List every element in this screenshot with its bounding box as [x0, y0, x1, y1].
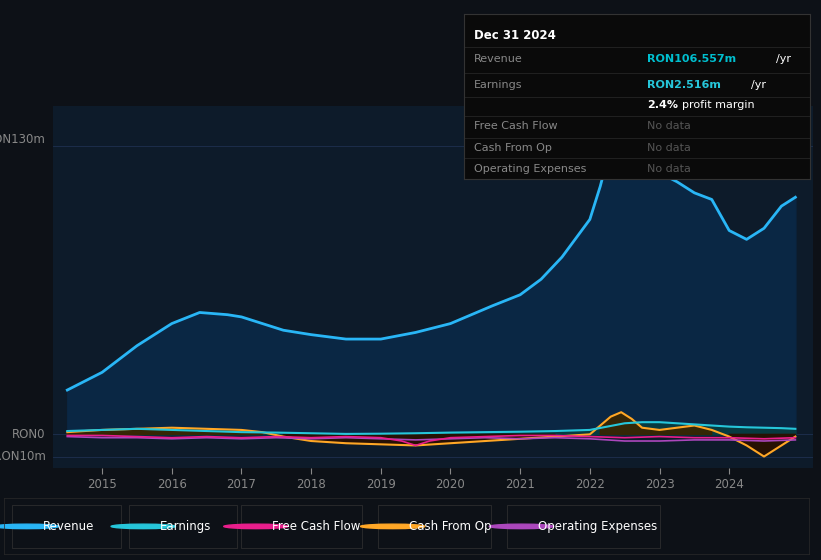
Text: Operating Expenses: Operating Expenses — [475, 164, 587, 174]
Text: Earnings: Earnings — [475, 80, 523, 90]
Text: RON0: RON0 — [12, 428, 46, 441]
Circle shape — [489, 524, 553, 529]
Text: /yr: /yr — [751, 80, 767, 90]
Text: Dec 31 2024: Dec 31 2024 — [475, 29, 556, 42]
Circle shape — [111, 524, 176, 529]
Text: No data: No data — [648, 122, 691, 132]
Text: Free Cash Flow: Free Cash Flow — [272, 520, 360, 533]
Circle shape — [224, 524, 288, 529]
Text: RON2.516m: RON2.516m — [648, 80, 722, 90]
Text: RON106.557m: RON106.557m — [648, 54, 736, 64]
Text: Operating Expenses: Operating Expenses — [538, 520, 657, 533]
Text: Revenue: Revenue — [475, 54, 523, 64]
Circle shape — [360, 524, 425, 529]
Text: Free Cash Flow: Free Cash Flow — [475, 122, 558, 132]
Text: 2.4%: 2.4% — [648, 100, 678, 110]
Text: -RON10m: -RON10m — [0, 450, 46, 463]
Text: /yr: /yr — [776, 54, 791, 64]
Text: profit margin: profit margin — [682, 100, 754, 110]
Text: RON130m: RON130m — [0, 133, 46, 146]
Text: Revenue: Revenue — [43, 520, 94, 533]
Text: Earnings: Earnings — [159, 520, 211, 533]
Text: No data: No data — [648, 143, 691, 153]
Text: No data: No data — [648, 164, 691, 174]
Text: Cash From Op: Cash From Op — [475, 143, 553, 153]
Text: Cash From Op: Cash From Op — [409, 520, 491, 533]
Circle shape — [0, 524, 59, 529]
